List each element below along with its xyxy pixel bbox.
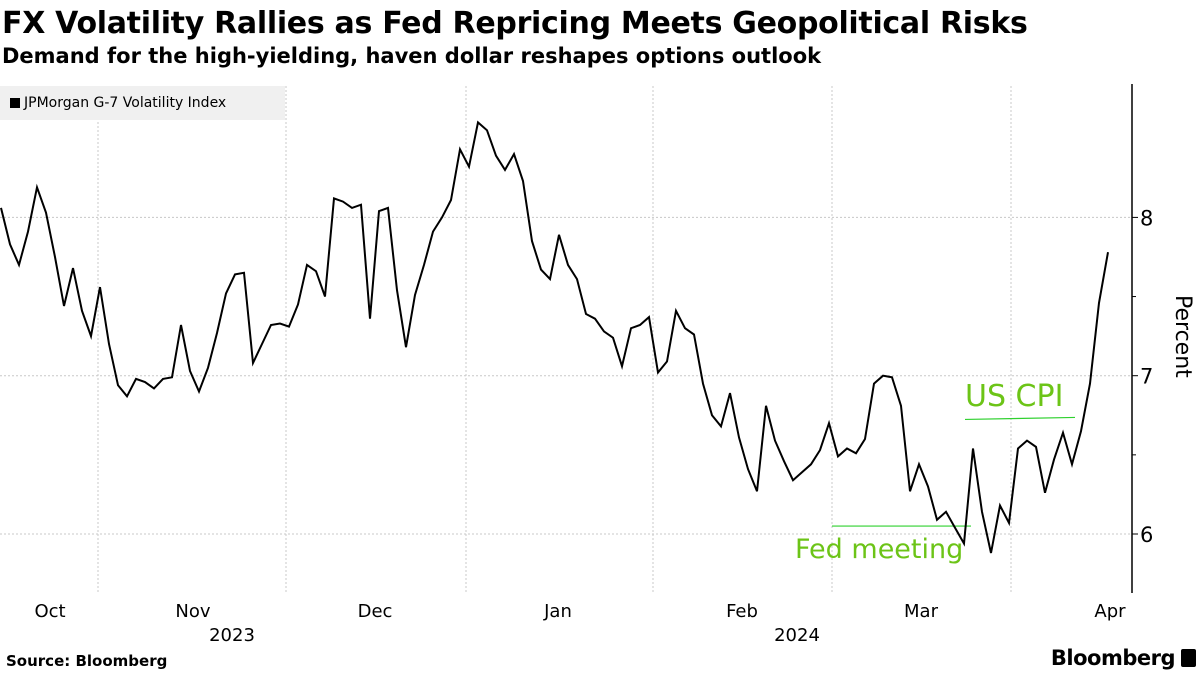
- y-tick-label: 7: [1140, 365, 1153, 389]
- y-axis-label: Percent: [1170, 295, 1195, 378]
- chart-title: FX Volatility Rallies as Fed Repricing M…: [2, 6, 1028, 41]
- x-tick-label: Dec: [358, 601, 393, 622]
- x-tick-label: Feb: [726, 601, 758, 622]
- x-year-label: 2023: [209, 625, 255, 646]
- legend: JPMorgan G-7 Volatility Index: [0, 86, 285, 120]
- x-tick-label: Oct: [34, 601, 65, 622]
- logo-text: Bloomberg: [1050, 646, 1176, 670]
- y-tick-label: 8: [1140, 206, 1153, 230]
- legend-swatch: [10, 98, 20, 108]
- chart-subtitle: Demand for the high-yielding, haven doll…: [2, 44, 822, 68]
- x-year-label: 2024: [774, 625, 820, 646]
- us-cpi-line: [964, 416, 1076, 421]
- us-cpi-label: US CPI: [965, 379, 1063, 414]
- x-tick-label: Nov: [175, 601, 210, 622]
- y-tick-label: 6: [1140, 523, 1153, 547]
- series-line-jpmorgan-g7-volatility: [0, 120, 1109, 554]
- x-tick-label: Jan: [543, 601, 572, 622]
- source-note: Source: Bloomberg: [6, 652, 168, 670]
- bloomberg-logo: Bloomberg: [1051, 646, 1196, 670]
- fed-meeting-label: Fed meeting: [795, 534, 963, 565]
- x-tick-label: Mar: [904, 601, 939, 622]
- x-tick-label: Apr: [1094, 601, 1126, 622]
- bloomberg-mark-icon: [1181, 649, 1196, 667]
- legend-label: JPMorgan G-7 Volatility Index: [24, 95, 227, 111]
